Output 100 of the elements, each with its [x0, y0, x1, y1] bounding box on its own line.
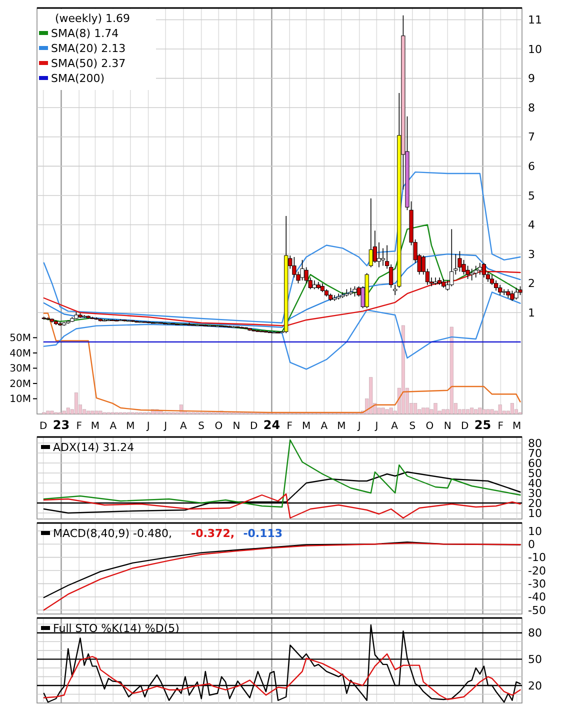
x-tick-label: J	[146, 421, 150, 432]
bar	[426, 408, 430, 414]
bar	[462, 409, 466, 414]
y-tick-label: 80	[528, 626, 542, 640]
y-tick-label: 20	[528, 679, 542, 692]
y-tick-label: -20	[528, 564, 546, 578]
x-tick-label: D	[250, 421, 258, 432]
y-tick-label: 0	[528, 538, 535, 551]
candlestick	[514, 287, 518, 300]
annotation: -0.113	[243, 527, 283, 540]
y-tick-label: -50	[528, 604, 546, 617]
line-series	[43, 439, 521, 508]
y-tick-label: 9	[528, 72, 535, 86]
y-tick-label: 6	[528, 160, 535, 174]
legend-label: Full STO %K(14) %D(5)	[53, 622, 180, 635]
line-series	[43, 542, 521, 611]
x-tick-label: F	[76, 421, 82, 432]
x-tick-label: D	[39, 421, 48, 432]
y2-tick-label: 40M	[10, 348, 31, 360]
bar	[482, 409, 486, 414]
candlestick	[300, 260, 304, 281]
x-tick-label: M	[512, 421, 522, 432]
bar	[369, 377, 373, 414]
bar	[62, 410, 66, 414]
x-tick-label: A	[110, 421, 117, 432]
y2-tick-label: 30M	[10, 364, 31, 375]
x-tick-label: 25	[474, 418, 492, 432]
bar	[86, 410, 90, 414]
bar	[159, 410, 163, 414]
candlestick	[474, 265, 478, 278]
bar	[422, 408, 426, 414]
bar	[50, 410, 54, 414]
legend-label: SMA(50) 2.37	[51, 57, 126, 70]
bar	[470, 408, 474, 414]
y-tick-label: 10	[528, 524, 542, 538]
bar	[90, 410, 94, 414]
candlestick	[352, 286, 357, 297]
candlestick	[502, 288, 506, 296]
x-tick-label: 23	[52, 418, 70, 432]
bar	[389, 408, 393, 414]
candlestick	[510, 290, 514, 302]
x-tick-label: D	[461, 421, 470, 432]
y2-tick-label: 50M	[10, 333, 31, 344]
bar	[74, 392, 78, 414]
bar	[450, 326, 454, 414]
x-tick-label: M	[337, 421, 346, 432]
y-tick-label: -30	[528, 578, 546, 591]
y-tick-label: 2	[528, 277, 535, 290]
legend-label: MACD(8,40,9) -0.480,	[53, 527, 172, 540]
bar	[434, 403, 438, 414]
x-tick-label: 24	[263, 418, 280, 432]
chart-title: (weekly) 1.69	[55, 12, 130, 25]
x-tick-label: J	[163, 421, 168, 432]
candlestick	[376, 242, 382, 268]
y-tick-label: 3	[528, 248, 535, 261]
legend-label: ADX(14) 31.24	[53, 441, 134, 454]
y-tick-label: 10	[528, 42, 542, 56]
x-tick-label: S	[409, 421, 416, 432]
legend-label: SMA(8) 1.74	[51, 27, 119, 40]
x-tick-label: M	[126, 421, 135, 432]
bar	[478, 408, 482, 414]
x-tick-label: M	[90, 421, 100, 432]
x-tick-label: O	[426, 421, 434, 432]
y-tick-label: 8	[528, 101, 535, 114]
x-tick-label: A	[391, 421, 398, 432]
line-series	[43, 653, 521, 700]
line-series	[43, 271, 521, 326]
x-tick-label: O	[214, 421, 223, 432]
x-tick-label: J	[356, 421, 361, 432]
line-series	[43, 171, 521, 324]
candlestick	[433, 277, 438, 286]
line-series	[43, 312, 521, 414]
y-tick-label: 11	[528, 14, 542, 27]
x-tick-label: A	[320, 421, 328, 432]
y-tick-label: 50	[528, 653, 542, 666]
candlestick	[478, 262, 482, 275]
x-tick-label: J	[374, 421, 378, 432]
candlestick	[498, 284, 502, 296]
bar	[98, 410, 102, 414]
legend-label: SMA(200)	[51, 72, 105, 85]
x-tick-label: N	[444, 421, 452, 432]
candlestick	[368, 198, 373, 268]
y-tick-label: 4	[528, 218, 535, 232]
x-tick-label: S	[198, 421, 205, 432]
line-series	[43, 224, 521, 332]
bar	[385, 409, 389, 414]
x-tick-label: A	[180, 421, 188, 432]
y-tick-label: 7	[528, 130, 535, 144]
bar	[510, 403, 514, 414]
bar	[66, 408, 70, 414]
x-tick-label: M	[302, 421, 311, 432]
y2-tick-label: 20M	[10, 378, 31, 390]
y-tick-label: 1	[528, 306, 535, 320]
bar	[466, 409, 470, 414]
bar	[46, 410, 50, 414]
bar	[401, 325, 405, 414]
legend-label: SMA(20) 2.13	[51, 42, 126, 55]
y-tick-label: 5	[528, 189, 535, 202]
y2-tick-label: 10M	[10, 394, 31, 406]
y-tick-label: -10	[528, 551, 546, 564]
